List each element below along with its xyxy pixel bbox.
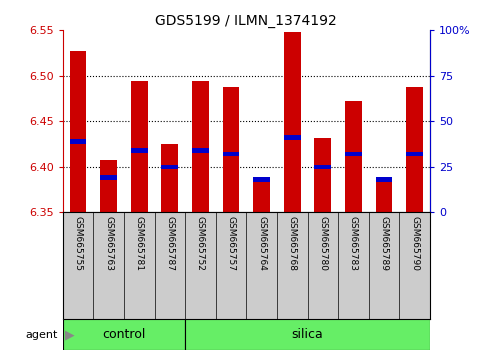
Bar [131, 148, 148, 153]
Text: GSM665780: GSM665780 [318, 216, 327, 270]
Text: GSM665787: GSM665787 [165, 216, 174, 270]
Bar [185, 319, 430, 350]
Text: GSM665789: GSM665789 [380, 216, 388, 270]
Bar [63, 319, 185, 350]
Text: GSM665783: GSM665783 [349, 216, 358, 270]
Bar [314, 165, 331, 169]
Bar [70, 139, 86, 144]
Text: control: control [102, 328, 146, 341]
Text: GSM665763: GSM665763 [104, 216, 113, 270]
Bar [223, 87, 240, 212]
Bar [100, 176, 117, 180]
Bar [192, 81, 209, 212]
Bar [284, 135, 300, 140]
Bar [376, 177, 392, 182]
Bar [406, 152, 423, 156]
Text: GSM665790: GSM665790 [410, 216, 419, 270]
Bar [345, 101, 362, 212]
Bar [161, 165, 178, 169]
Bar [100, 160, 117, 212]
Text: GSM665757: GSM665757 [227, 216, 236, 270]
Text: GSM665764: GSM665764 [257, 216, 266, 270]
Bar [314, 138, 331, 212]
Bar [131, 81, 148, 212]
Text: GSM665781: GSM665781 [135, 216, 144, 270]
Bar [161, 144, 178, 212]
Text: GSM665768: GSM665768 [288, 216, 297, 270]
Text: GSM665755: GSM665755 [73, 216, 83, 270]
Bar [223, 152, 240, 156]
Bar [192, 148, 209, 153]
Bar [376, 181, 392, 212]
Bar [284, 32, 300, 212]
Text: agent: agent [26, 330, 58, 339]
Bar [406, 87, 423, 212]
Title: GDS5199 / ILMN_1374192: GDS5199 / ILMN_1374192 [156, 14, 337, 28]
Bar [253, 177, 270, 182]
Bar [345, 152, 362, 156]
Text: ▶: ▶ [65, 328, 75, 341]
Bar [70, 51, 86, 212]
Text: silica: silica [292, 328, 324, 341]
Bar [253, 181, 270, 212]
Text: GSM665752: GSM665752 [196, 216, 205, 270]
